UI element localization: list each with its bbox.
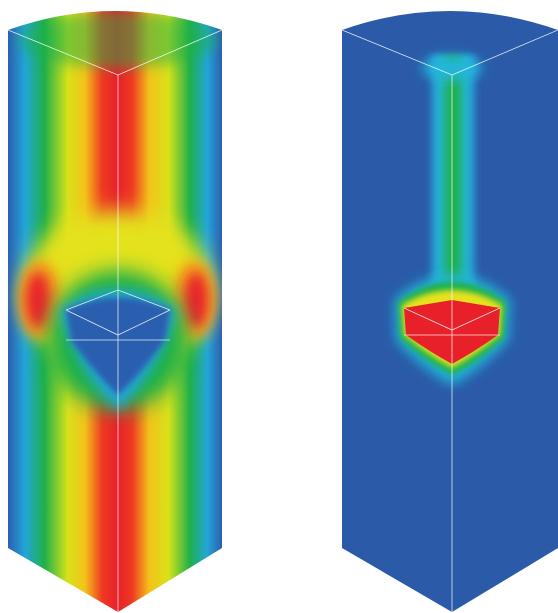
simulation-render bbox=[0, 0, 558, 613]
page: (() => { const data = JSON.parse(documen… bbox=[0, 0, 558, 613]
right-field bbox=[336, 0, 558, 613]
left-field bbox=[0, 0, 230, 613]
